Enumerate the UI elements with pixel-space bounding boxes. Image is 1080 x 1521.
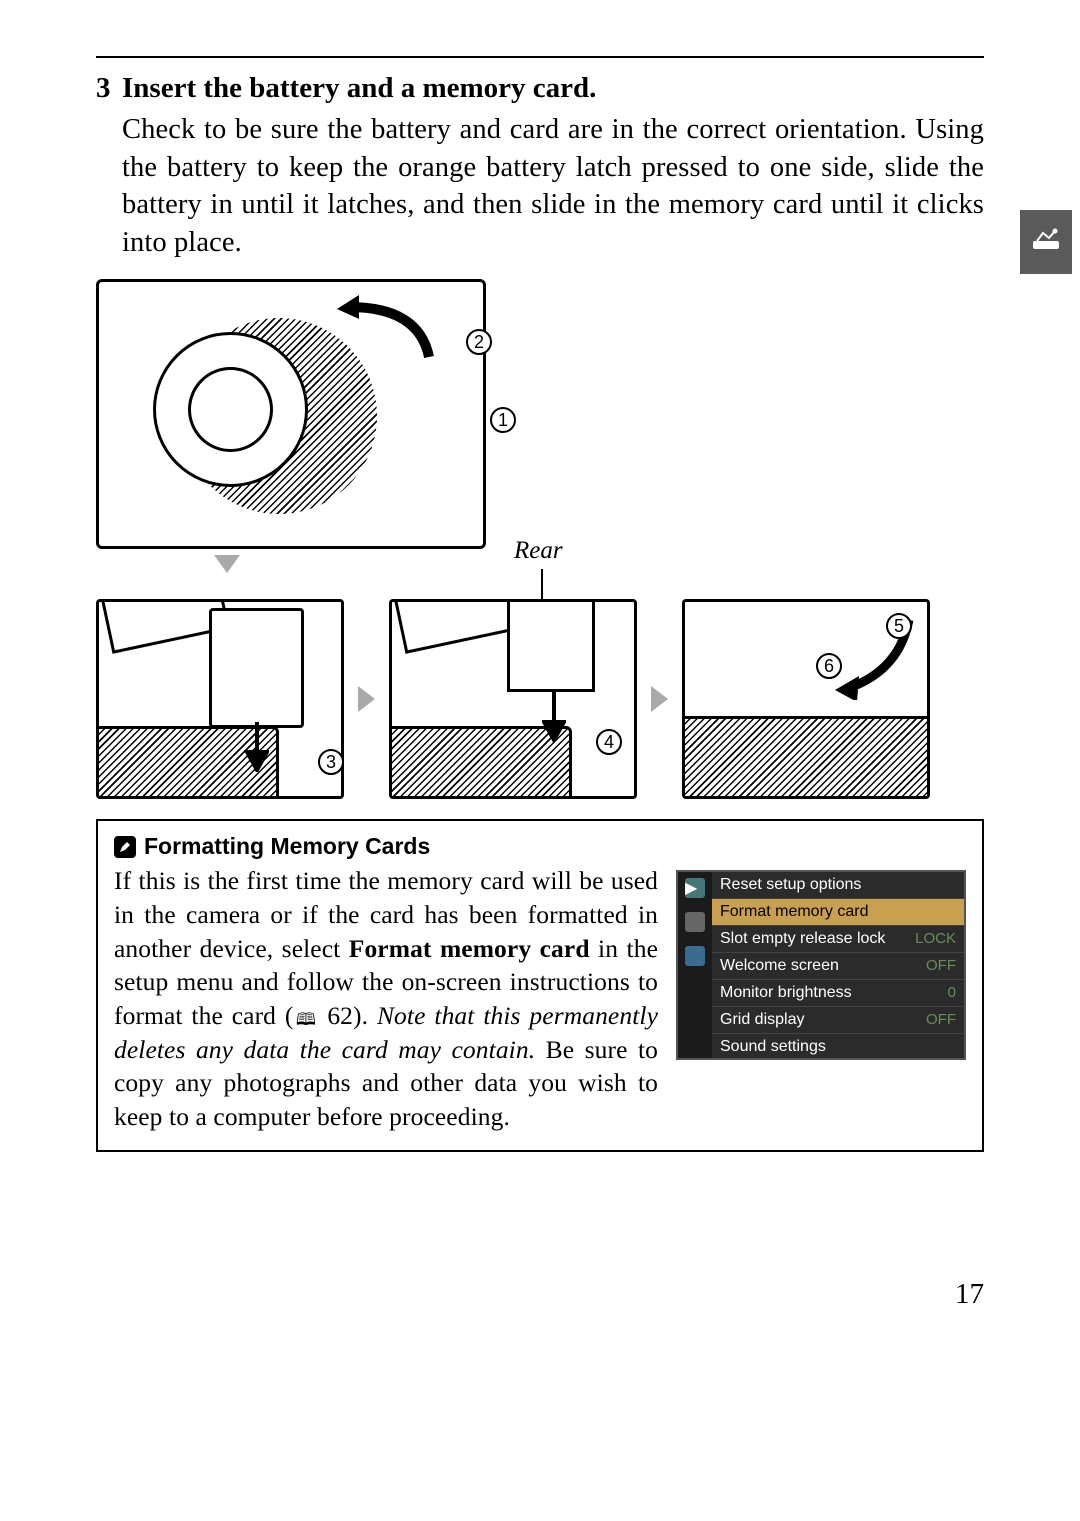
menu-screenshot: ▶ Reset setup options Format memory card S… bbox=[676, 870, 966, 1060]
menu-item-label: Reset setup options bbox=[720, 876, 861, 894]
diagram-battery bbox=[96, 599, 344, 799]
camera-icon bbox=[685, 912, 705, 932]
menu-item-label: Format memory card bbox=[720, 903, 868, 921]
book-icon: 🕮 bbox=[294, 1010, 319, 1029]
step-text: Check to be sure the battery and card ar… bbox=[122, 111, 984, 261]
menu-item: Welcome screen OFF bbox=[712, 953, 964, 980]
menu-sidebar: ▶ bbox=[678, 872, 712, 1058]
menu-item: Monitor brightness 0 bbox=[712, 980, 964, 1007]
menu-item: Slot empty release lock LOCK bbox=[712, 926, 964, 953]
callout-1: 1 bbox=[490, 407, 516, 433]
chevron-right-icon bbox=[358, 686, 375, 712]
menu-item-label: Welcome screen bbox=[720, 957, 839, 975]
menu-item-value: OFF bbox=[926, 1011, 956, 1029]
rule-top bbox=[96, 56, 984, 58]
menu-item-value: OFF bbox=[926, 957, 956, 975]
arrow-down-icon bbox=[214, 555, 240, 573]
menu-item: Reset setup options bbox=[712, 872, 964, 899]
step-title: Insert the battery and a memory card. bbox=[122, 72, 984, 105]
pencil-icon bbox=[114, 836, 136, 858]
menu-item-value: 0 bbox=[948, 984, 956, 1002]
menu-item: Format memory card bbox=[712, 899, 964, 926]
menu-item: Sound settings bbox=[712, 1034, 964, 1060]
step-number: 3 bbox=[96, 72, 122, 261]
diagram-top bbox=[96, 279, 486, 549]
note-text: If this is the first time the memory car… bbox=[114, 864, 658, 1133]
page-number: 17 bbox=[955, 1278, 984, 1311]
menu-item-value: LOCK bbox=[915, 930, 956, 948]
figure-area: 2 1 Rear 3 4 bbox=[96, 279, 984, 809]
callout-2: 2 bbox=[466, 329, 492, 355]
rear-label: Rear bbox=[514, 537, 563, 565]
menu-item-label: Sound settings bbox=[720, 1038, 826, 1056]
note-title: Formatting Memory Cards bbox=[144, 833, 430, 860]
note-box: Formatting Memory Cards If this is the f… bbox=[96, 819, 984, 1151]
menu-item-label: Monitor brightness bbox=[720, 984, 852, 1002]
chevron-right-icon bbox=[651, 686, 668, 712]
menu-item: Grid display OFF bbox=[712, 1007, 964, 1034]
diagram-card bbox=[389, 599, 637, 799]
menu-item-label: Slot empty release lock bbox=[720, 930, 885, 948]
playback-icon: ▶ bbox=[685, 878, 705, 898]
step-block: 3 Insert the battery and a memory card. … bbox=[96, 72, 984, 261]
menu-list: Reset setup options Format memory card Slo… bbox=[712, 872, 964, 1058]
wrench-icon bbox=[685, 946, 705, 966]
menu-item-label: Grid display bbox=[720, 1011, 804, 1029]
